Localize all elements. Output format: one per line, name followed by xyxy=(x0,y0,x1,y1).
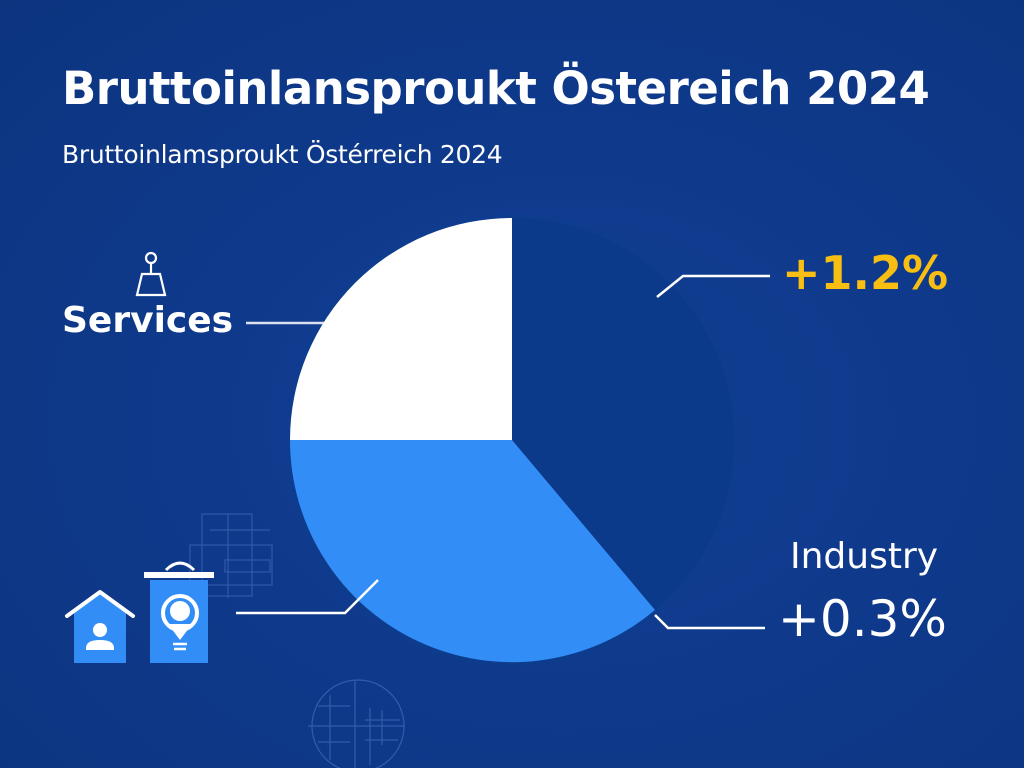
slice-services xyxy=(290,218,512,440)
grid-pattern-icon xyxy=(189,513,273,598)
left-leader-line xyxy=(236,579,379,615)
services-leader-line xyxy=(246,321,361,343)
slice-industry xyxy=(289,440,655,663)
lightbulb-jar-icon xyxy=(144,561,214,663)
slice-dark xyxy=(512,217,735,610)
house-person-icon xyxy=(65,590,135,663)
industry-value: +0.3% xyxy=(778,590,947,648)
industry-leader-line xyxy=(654,614,765,630)
page-title: Bruttoinlansproukt Östereich 2024 xyxy=(62,62,930,115)
dark-slice-value: +1.2% xyxy=(782,246,949,300)
services-bell-icon xyxy=(135,251,167,297)
industry-label: Industry xyxy=(790,536,939,577)
globe-grid-icon xyxy=(308,679,405,768)
services-label: Services xyxy=(62,300,234,341)
dark-leader-line xyxy=(656,274,770,298)
page-subtitle: Bruttoinlamsproukt Östérreich 2024 xyxy=(62,140,503,169)
